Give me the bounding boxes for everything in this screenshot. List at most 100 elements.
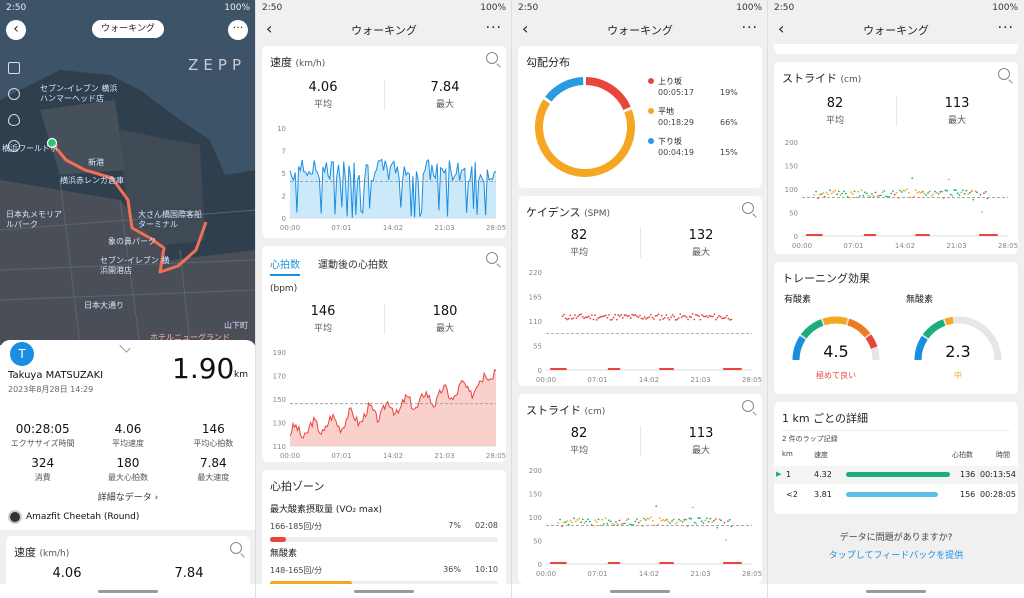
back-button[interactable]: ‹ [778, 19, 785, 38]
feedback-link[interactable]: タップしてフィードバックを提供 [828, 551, 964, 561]
cadence-point [639, 314, 641, 317]
back-button[interactable]: ‹ [6, 20, 26, 40]
lap-speed-bar [846, 472, 950, 477]
stride-point [615, 521, 617, 523]
cadence-point [730, 318, 733, 321]
gauge-segment [944, 316, 954, 326]
stride-point [559, 518, 561, 521]
more-button[interactable]: ··· [228, 20, 248, 40]
page-title: ウォーキング [863, 24, 929, 37]
divider [640, 426, 641, 456]
selected-row-icon: ▶ [776, 470, 782, 478]
location-icon[interactable] [8, 140, 20, 152]
route-map[interactable]: ZEPP セブン-イレブン 横浜ハンマーヘッド店 新港 横浜ワールドポーターズ … [0, 0, 255, 345]
back-button[interactable]: ‹ [266, 19, 273, 38]
map-label: 横浜赤レンガ倉庫 [60, 176, 124, 185]
cadence-point [656, 314, 658, 317]
cadence-point [583, 317, 586, 320]
lap-row[interactable]: <2 3.81 156 00:28:05 [786, 490, 1016, 499]
layers-icon[interactable] [8, 62, 20, 74]
more-button[interactable]: ··· [741, 20, 758, 36]
zoom-icon[interactable] [486, 52, 498, 64]
stride-point [697, 517, 700, 519]
cadence-point [569, 314, 572, 317]
speed-chart[interactable]: 10 7 5 2 000:00 07:01 14:02 21:03 28:05 [262, 122, 506, 232]
stride-point [716, 526, 719, 529]
stride-chart[interactable]: 200 150 100 50 000:00 07:01 14:02 21:03 28:05 [774, 138, 1018, 250]
stride-point [606, 522, 609, 525]
home-handle[interactable] [98, 590, 158, 593]
stride-point [850, 191, 852, 194]
cadence-point [729, 318, 731, 321]
zoom-icon[interactable] [486, 252, 498, 264]
x-tick-label: 00:00 [536, 570, 556, 578]
cadence-chart[interactable]: 220 165 110 55 000:00 07:01 14:02 21:03 28:05 [518, 268, 762, 384]
speed-max: 7.84 [174, 566, 204, 581]
y-tick-label: 7 [282, 148, 286, 156]
stride-point [725, 539, 728, 541]
stride-point [818, 193, 821, 196]
eye-icon[interactable] [8, 114, 20, 126]
zoom-icon[interactable] [998, 68, 1010, 80]
cadence-point [705, 315, 708, 317]
cadence-point [653, 318, 655, 320]
home-handle[interactable] [354, 590, 414, 593]
lap-row[interactable]: ▶ 1 4.32 136 00:13:54 [774, 466, 1018, 484]
stats-row-1: 00:28:05 エクササイズ時間 4.06 平均速度 146 平均心拍数 [0, 422, 255, 449]
cadence-point [597, 317, 599, 319]
y-tick-label: 0 [538, 367, 542, 375]
zone-pct: 7% [448, 521, 461, 530]
stride-point [634, 520, 637, 523]
stride-point [951, 195, 954, 197]
stride-point [595, 521, 598, 524]
stat-max-speed: 7.84 最大速度 [197, 456, 230, 482]
zoom-icon[interactable] [742, 202, 754, 214]
zone-name: 最大酸素摂取量 (VO₂ max) [270, 505, 383, 515]
y-tick-label: 150 [529, 491, 542, 499]
tab-heart-rate[interactable]: 心拍数 [270, 256, 300, 276]
back-button[interactable]: ‹ [522, 19, 529, 38]
cadence-point [591, 314, 593, 316]
y-tick-label: 50 [789, 210, 798, 218]
home-handle[interactable] [866, 590, 926, 593]
stride-point [580, 521, 582, 524]
sheet-handle-icon[interactable] [119, 341, 131, 353]
stat-avg-speed: 4.06 平均速度 [111, 422, 144, 448]
stride-point [660, 519, 663, 522]
cadence-point [698, 315, 700, 318]
cadence-point [628, 315, 630, 317]
stride-point [714, 518, 717, 520]
more-button[interactable]: ··· [485, 20, 502, 36]
compass-icon[interactable] [8, 88, 20, 100]
more-button[interactable]: ··· [997, 20, 1014, 36]
stride-point [720, 519, 722, 522]
stride-point [946, 189, 949, 192]
zoom-icon[interactable] [742, 400, 754, 412]
stride-point [588, 520, 591, 523]
status-time: 2:50 [518, 3, 539, 13]
slope-donut[interactable] [530, 72, 640, 182]
stride-point [902, 189, 905, 192]
avatar[interactable]: T [10, 342, 34, 366]
stride-point [692, 506, 694, 509]
stride-point [953, 189, 956, 191]
stride-point [914, 189, 917, 192]
y-tick-label: 200 [785, 139, 798, 147]
stride-point [728, 518, 731, 521]
cadence-point [578, 314, 581, 316]
stride-point [601, 518, 603, 521]
cadence-point [643, 316, 646, 318]
cadence-max: 132 最大 [688, 228, 714, 258]
legend-flat: 平地 00:18:29 66% [648, 106, 758, 136]
stride-point [678, 518, 680, 521]
details-link[interactable]: 詳細なデータ › [97, 493, 159, 503]
stride-point [895, 191, 898, 194]
cadence-point [614, 313, 617, 316]
tab-post-hr[interactable]: 運動後の心拍数 [318, 260, 388, 271]
stride-point [974, 190, 977, 193]
home-handle[interactable] [610, 590, 670, 593]
zoom-icon[interactable] [230, 542, 242, 554]
hr-zones-card: 心拍ゾーン 最大酸素摂取量 (VO₂ max) 166-185回/分 7% 02:0… [262, 470, 506, 598]
stride-chart[interactable]: 200 150 100 50 000:00 07:01 14:02 21:03 28:05 [518, 466, 762, 578]
